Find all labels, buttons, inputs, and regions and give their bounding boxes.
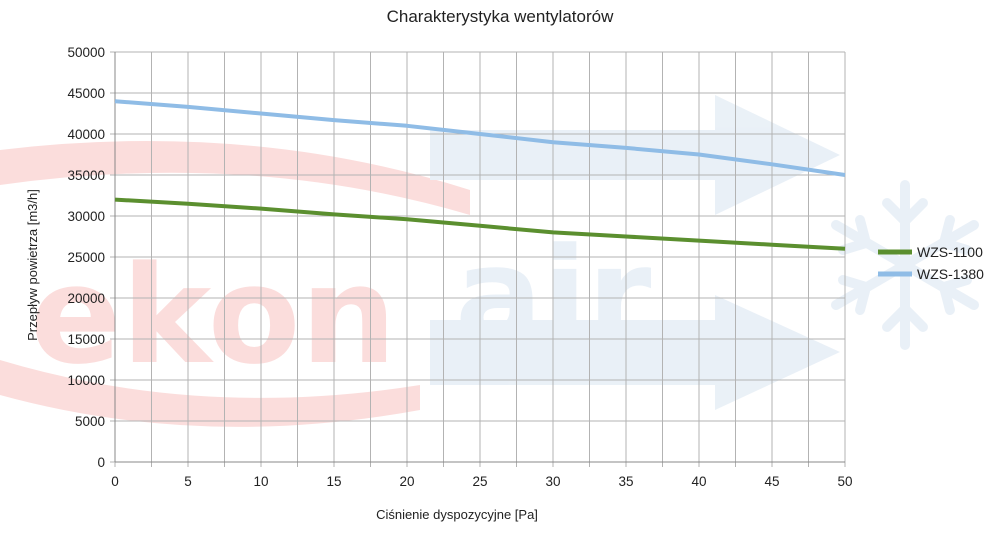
x-tick-label: 35 <box>618 474 633 489</box>
x-tick-label: 45 <box>764 474 779 489</box>
x-tick-label: 0 <box>111 474 119 489</box>
y-tick-label: 50000 <box>67 45 105 60</box>
x-tick-label: 20 <box>399 474 414 489</box>
legend: WZS-1100 WZS-1380 <box>878 244 984 282</box>
x-tick-label: 15 <box>326 474 341 489</box>
y-tick-label: 30000 <box>67 209 105 224</box>
series-line-wzs-1380 <box>114 99 846 177</box>
snowflake-icon <box>831 180 979 350</box>
x-tick-label: 40 <box>691 474 706 489</box>
y-tick-labels: 0 5000 10000 15000 20000 25000 30000 35000 40000… <box>67 45 105 470</box>
x-tick-label: 5 <box>184 474 192 489</box>
y-tick-label: 5000 <box>75 414 105 429</box>
y-tick-label: 20000 <box>67 291 105 306</box>
y-tick-label: 25000 <box>67 250 105 265</box>
chart-title: Charakterystyka wentylatorów <box>387 7 614 26</box>
x-tick-label: 30 <box>545 474 560 489</box>
watermark: ekon air <box>0 95 979 427</box>
y-tick-label: 35000 <box>67 168 105 183</box>
legend-label-wzs-1100: WZS-1100 <box>917 244 983 260</box>
x-tick-label: 10 <box>253 474 268 489</box>
y-axis-title: Przepływ powietrza [m3/h] <box>25 189 40 341</box>
y-tick-label: 0 <box>97 455 105 470</box>
y-tick-label: 40000 <box>67 127 105 142</box>
series-line-wzs-1100 <box>114 197 846 251</box>
watermark-red-swoosh-top <box>0 141 470 215</box>
watermark-red-swoosh-bottom <box>0 360 420 427</box>
y-tick-label: 45000 <box>67 86 105 101</box>
axes <box>114 52 845 463</box>
watermark-brand-text-red: ekon <box>30 237 397 394</box>
x-axis-title: Ciśnienie dyspozycyjne [Pa] <box>376 507 538 522</box>
y-tick-label: 15000 <box>67 332 105 347</box>
x-tick-labels: 0 5 10 15 20 25 30 35 40 45 50 <box>111 474 852 489</box>
y-tick-label: 10000 <box>67 373 105 388</box>
legend-label-wzs-1380: WZS-1380 <box>917 266 984 282</box>
x-tick-label: 25 <box>472 474 487 489</box>
arrow-icon <box>430 95 840 410</box>
x-tick-label: 50 <box>837 474 852 489</box>
series-layer <box>114 99 846 251</box>
